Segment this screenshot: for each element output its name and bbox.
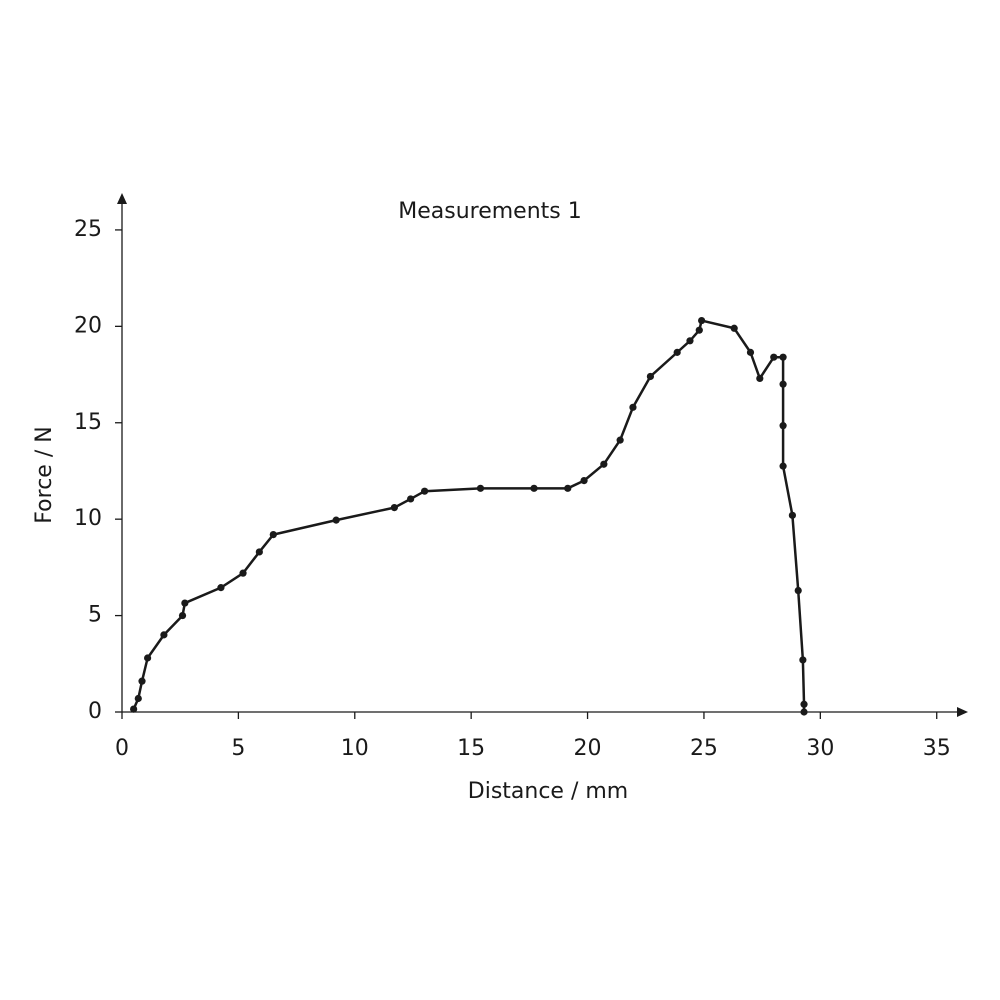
x-tick-label: 15 bbox=[457, 736, 485, 761]
x-tick-label: 25 bbox=[690, 736, 718, 761]
data-point bbox=[730, 324, 738, 332]
data-point bbox=[800, 700, 808, 708]
data-point bbox=[130, 705, 138, 713]
data-point bbox=[421, 487, 429, 495]
data-point bbox=[698, 316, 706, 325]
chart-title: Measurements 1 bbox=[398, 199, 582, 224]
data-point bbox=[779, 380, 787, 388]
data-point bbox=[564, 484, 572, 492]
data-point bbox=[616, 436, 624, 444]
data-point bbox=[746, 348, 755, 356]
data-point bbox=[476, 484, 485, 492]
data-point bbox=[160, 631, 168, 639]
x-tick-label: 0 bbox=[115, 736, 129, 761]
x-tick-label: 10 bbox=[341, 736, 369, 761]
data-point bbox=[332, 516, 340, 524]
data-point bbox=[779, 422, 787, 430]
data-point bbox=[756, 374, 764, 383]
data-point bbox=[580, 477, 588, 485]
data-point bbox=[770, 353, 778, 361]
data-point bbox=[239, 569, 247, 577]
data-point bbox=[600, 460, 608, 468]
data-point bbox=[181, 599, 189, 607]
y-tick-label: 0 bbox=[88, 699, 102, 724]
y-axis-arrow bbox=[117, 193, 127, 204]
y-tick-label: 10 bbox=[74, 506, 102, 531]
data-point bbox=[134, 694, 142, 703]
data-point bbox=[530, 484, 538, 492]
data-point bbox=[144, 654, 152, 662]
y-tick-label: 25 bbox=[74, 217, 102, 242]
x-tick-label: 20 bbox=[574, 736, 602, 761]
y-tick-label: 5 bbox=[88, 603, 102, 628]
data-point bbox=[788, 511, 797, 519]
data-point bbox=[799, 656, 807, 664]
data-point bbox=[800, 708, 808, 716]
y-tick-label: 20 bbox=[74, 313, 102, 338]
data-point bbox=[255, 548, 263, 556]
data-point bbox=[673, 348, 681, 356]
data-point bbox=[646, 372, 655, 381]
data-point bbox=[779, 353, 787, 361]
x-axis-arrow bbox=[957, 707, 968, 717]
data-line bbox=[132, 319, 806, 712]
data-point bbox=[390, 504, 398, 512]
data-point bbox=[629, 403, 637, 411]
data-point bbox=[269, 530, 277, 539]
data-point bbox=[217, 584, 225, 592]
data-point bbox=[794, 586, 802, 595]
data-point bbox=[779, 462, 787, 470]
data-point bbox=[686, 337, 694, 345]
x-tick-label: 30 bbox=[806, 736, 834, 761]
data-point bbox=[407, 495, 415, 503]
x-axis-label: Distance / mm bbox=[468, 779, 628, 804]
data-point bbox=[138, 677, 146, 685]
data-point bbox=[178, 611, 187, 620]
y-tick-label: 15 bbox=[74, 410, 102, 435]
x-tick-label: 35 bbox=[923, 736, 951, 761]
x-tick-label: 5 bbox=[231, 736, 245, 761]
data-point bbox=[695, 326, 703, 334]
y-axis-label: Force / N bbox=[32, 426, 57, 523]
